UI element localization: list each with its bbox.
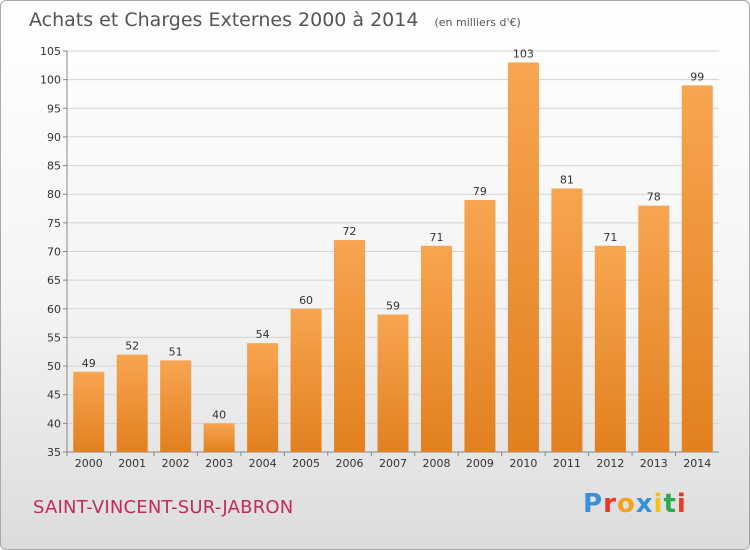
logo-letter: t [663,489,677,519]
bar-2012 [594,245,626,452]
logo-letter: o [616,489,636,519]
data-label-2011: 81 [560,173,574,186]
y-tick-label-65: 65 [47,274,61,287]
x-tick-label-2010: 2010 [509,457,537,470]
data-label-2005: 60 [299,294,313,307]
logo-letter: i [676,489,687,519]
x-tick-label-2009: 2009 [466,457,494,470]
chart-title-text: Achats et Charges Externes 2000 à 2014 [29,9,419,31]
data-label-2008: 71 [429,231,443,244]
data-label-2012: 71 [603,231,617,244]
x-tick-label-2011: 2011 [553,457,581,470]
bar-2011 [551,188,583,452]
bar-2006 [334,240,366,452]
chart-title: Achats et Charges Externes 2000 à 2014 (… [29,9,521,31]
x-tick-label-2001: 2001 [118,457,146,470]
x-tick-label-2013: 2013 [640,457,668,470]
y-tick-label-90: 90 [47,131,61,144]
y-tick-label-70: 70 [47,246,61,259]
x-tick-label-2000: 2000 [75,457,103,470]
x-tick-label-2007: 2007 [379,457,407,470]
bar-2002 [160,360,192,452]
y-tick-label-45: 45 [47,389,61,402]
data-label-2010: 103 [513,47,534,60]
y-tick-label-80: 80 [47,188,61,201]
bar-2008 [420,245,452,452]
bar-2001 [116,354,148,452]
y-tick-label-50: 50 [47,360,61,373]
x-tick-label-2012: 2012 [596,457,624,470]
chart-unit: (en milliers d'€) [434,16,521,29]
y-tick-label-40: 40 [47,417,61,430]
logo-letter: P [583,489,604,519]
data-label-2002: 51 [169,345,183,358]
bar-2014 [681,85,713,452]
x-tick-label-2005: 2005 [292,457,320,470]
data-label-2006: 72 [343,225,357,238]
bar-2005 [290,308,322,452]
y-tick-label-55: 55 [47,331,61,344]
bar-2013 [638,205,670,452]
y-tick-label-60: 60 [47,303,61,316]
bar-2007 [377,314,409,452]
bar-2010 [507,62,539,452]
bar-2000 [73,371,105,452]
x-tick-label-2008: 2008 [422,457,450,470]
data-label-2007: 59 [386,300,400,313]
y-tick-label-100: 100 [40,74,61,87]
logo-letter: r [603,489,617,519]
y-tick-label-35: 35 [47,446,61,459]
x-tick-label-2002: 2002 [162,457,190,470]
x-tick-label-2014: 2014 [683,457,711,470]
data-label-2013: 78 [647,191,661,204]
data-label-2003: 40 [212,408,226,421]
bar-2004 [247,343,279,452]
y-tick-label-95: 95 [47,102,61,115]
y-tick-label-75: 75 [47,217,61,230]
commune-name: SAINT-VINCENT-SUR-JABRON [33,497,294,518]
logo-letter: x [635,489,654,519]
bar-2003 [203,423,235,452]
y-tick-label-105: 105 [40,45,61,58]
x-tick-label-2003: 2003 [205,457,233,470]
proxiti-logo: Proxiti [583,489,687,519]
data-label-2004: 54 [256,328,270,341]
x-tick-label-2004: 2004 [249,457,277,470]
data-label-2014: 99 [690,70,704,83]
data-label-2000: 49 [82,357,96,370]
data-label-2009: 79 [473,185,487,198]
bar-2009 [464,199,496,452]
logo-letter: i [653,489,664,519]
data-label-2001: 52 [125,340,139,353]
y-tick-label-85: 85 [47,160,61,173]
x-tick-label-2006: 2006 [336,457,364,470]
